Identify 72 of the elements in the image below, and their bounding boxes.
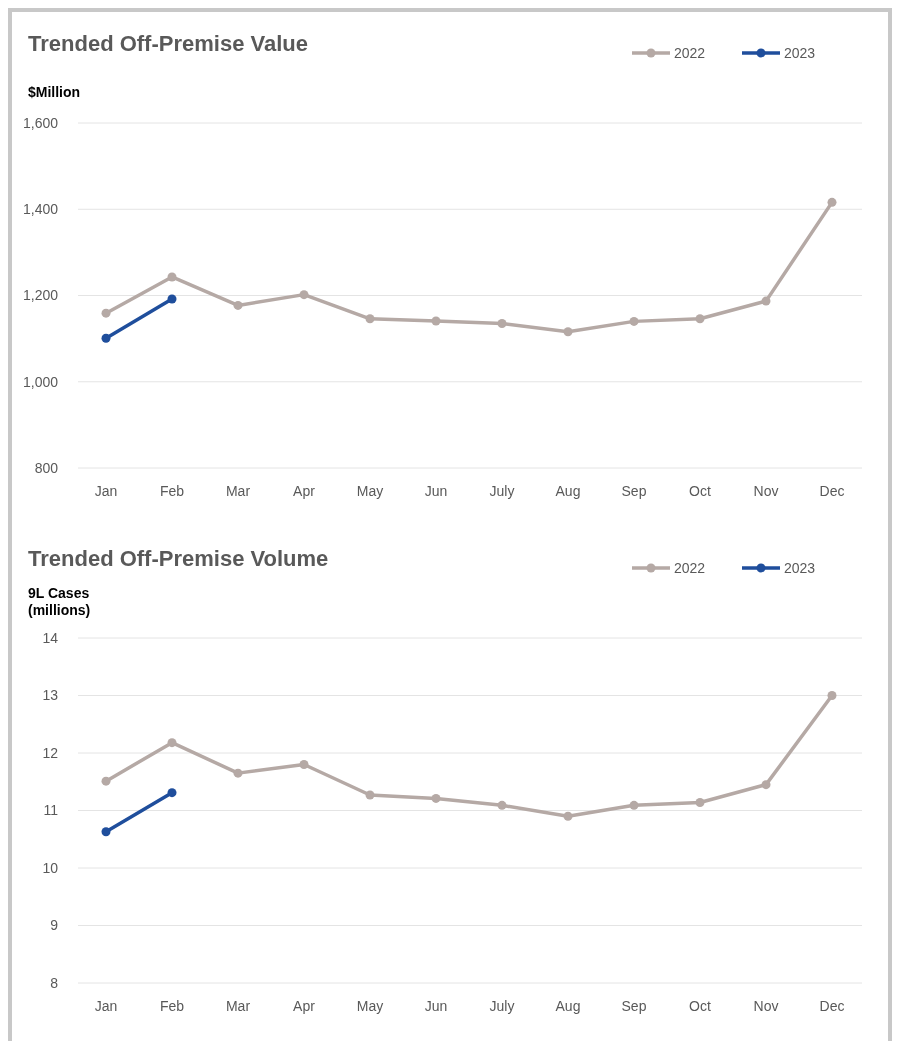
x-tick-label: Nov (753, 483, 779, 499)
y-tick-label: 9 (50, 917, 59, 934)
x-tick-label: Jan (94, 998, 118, 1014)
y-tick-label: 1,200 (22, 287, 59, 304)
point (761, 780, 771, 790)
y-tick-label: 14 (42, 629, 59, 646)
y-tick-label: 11 (43, 802, 59, 819)
point (431, 793, 441, 803)
x-tick-label: Apr (293, 483, 316, 499)
point (563, 811, 573, 821)
point (695, 797, 705, 807)
y-axis-title: 9L Cases (millions) (28, 585, 91, 618)
y-tick-label: 8 (50, 974, 59, 991)
point (365, 790, 375, 800)
x-tick-label: May (356, 998, 384, 1014)
point (299, 760, 309, 769)
x-tick-label: Apr (293, 998, 316, 1014)
x-tick-label: Feb (159, 998, 185, 1014)
legend-label: 2022 (674, 559, 706, 576)
point (101, 333, 111, 343)
legend-label: 2022 (674, 44, 706, 61)
point (167, 272, 177, 282)
point (629, 800, 639, 810)
x-tick-label: July (489, 998, 515, 1014)
x-tick-label: Jun (424, 998, 448, 1014)
legend-label: 2023 (784, 44, 816, 61)
y-tick-label: 12 (42, 744, 59, 761)
x-tick-label: Mar (225, 998, 251, 1014)
point (167, 738, 177, 748)
point (167, 788, 177, 798)
x-tick-label: Feb (159, 483, 185, 499)
x-tick-label: Dec (819, 998, 845, 1014)
x-tick-label: Oct (689, 998, 711, 1014)
y-tick-label: 1,400 (22, 201, 59, 218)
x-tick-label: Aug (555, 998, 581, 1014)
point (827, 197, 837, 207)
y-tick-label: 13 (42, 687, 59, 704)
x-tick-label: Sep (621, 998, 647, 1014)
y-tick-label: 10 (42, 859, 59, 876)
point (629, 316, 639, 326)
x-tick-label: Dec (819, 483, 845, 499)
point (761, 296, 771, 306)
x-tick-label: Sep (621, 483, 647, 499)
point (101, 308, 111, 318)
point (233, 768, 243, 778)
point (299, 290, 309, 300)
x-tick-label: May (356, 483, 384, 499)
x-tick-label: Aug (555, 483, 581, 499)
x-tick-label: Nov (753, 998, 779, 1014)
point (365, 314, 375, 324)
y-tick-label: 1,600 (22, 114, 59, 131)
chart-title: Trended Off-Premise Volume (28, 546, 329, 571)
x-tick-label: Jan (94, 483, 118, 499)
point (695, 314, 705, 324)
y-tick-label: 800 (34, 459, 59, 476)
y-axis-title: $Million (28, 84, 81, 100)
point (431, 316, 441, 326)
point (497, 800, 507, 810)
chart-title: Trended Off-Premise Value (28, 31, 308, 56)
point (101, 776, 111, 786)
x-tick-label: Mar (225, 483, 251, 499)
x-tick-label: July (489, 483, 515, 499)
point (167, 294, 177, 304)
point (233, 300, 243, 310)
point (563, 327, 573, 337)
point (497, 319, 507, 329)
point (101, 827, 111, 837)
x-tick-label: Jun (424, 483, 448, 499)
y-tick-label: 1,000 (22, 373, 59, 390)
point (827, 691, 837, 700)
x-tick-label: Oct (689, 483, 711, 499)
legend-label: 2023 (784, 559, 816, 576)
